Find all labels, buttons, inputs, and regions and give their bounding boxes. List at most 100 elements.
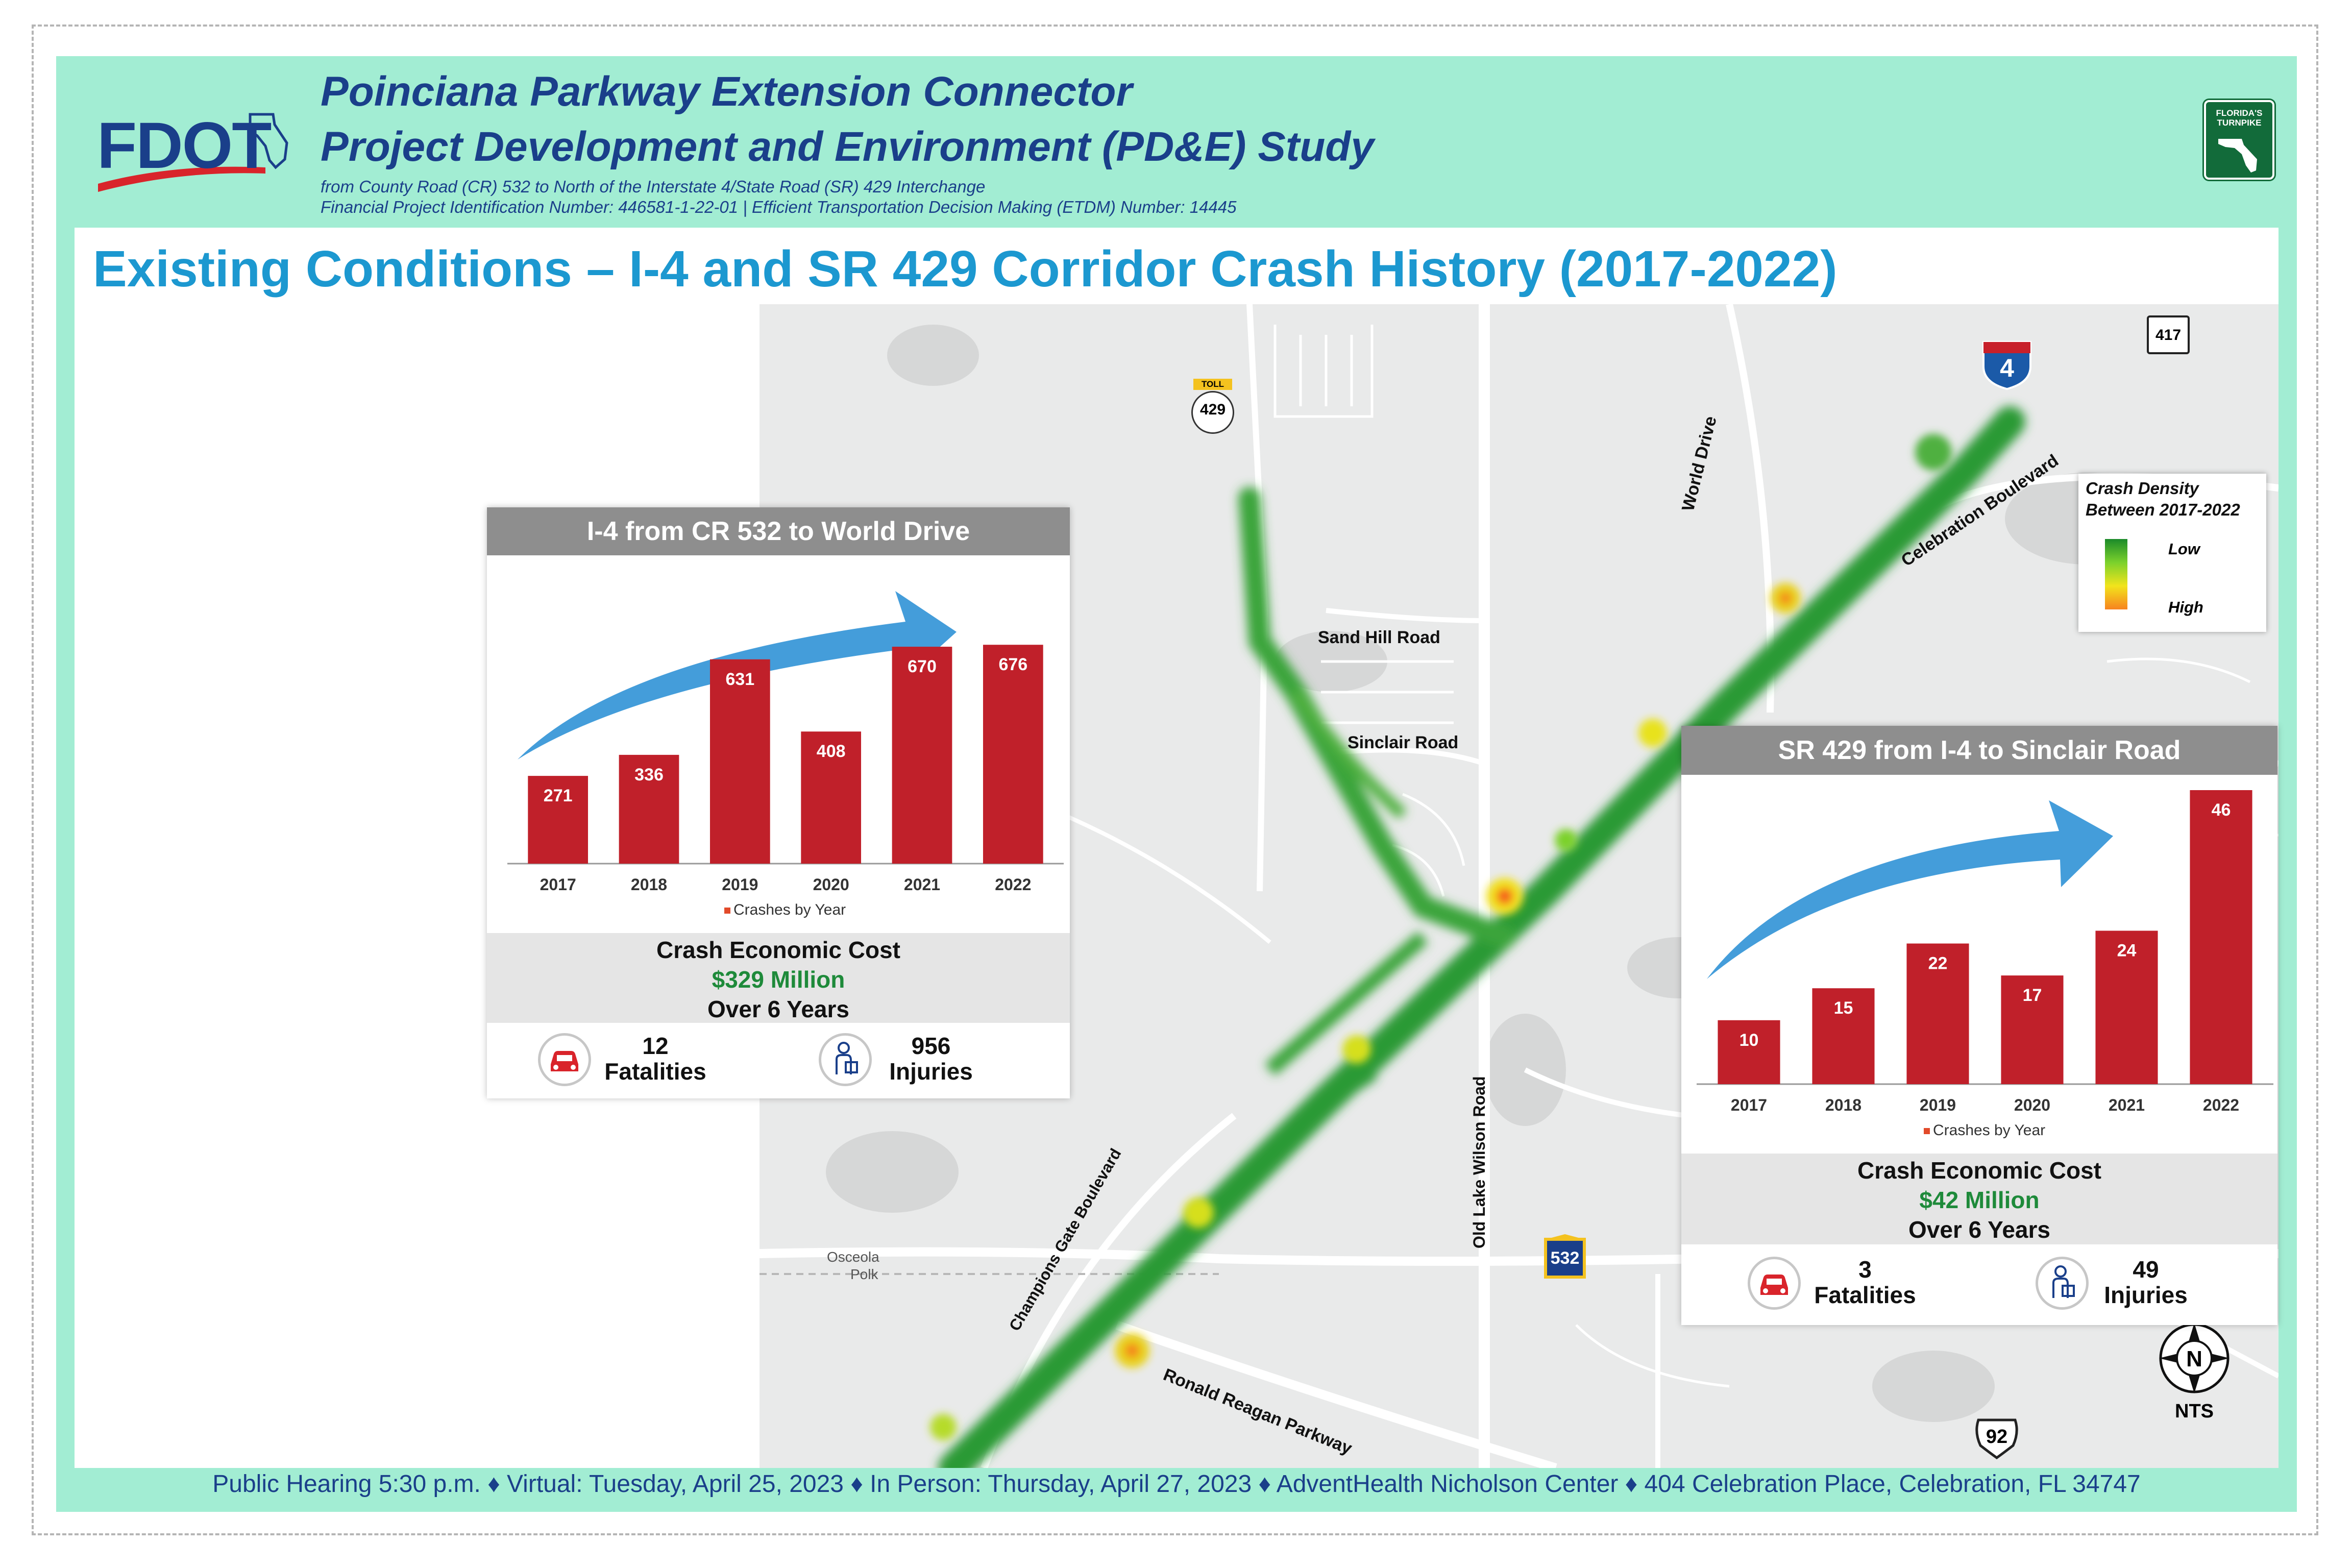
i4-bar-label-2018: 336 <box>634 765 664 785</box>
sr429-bar-label-2018: 15 <box>1834 998 1853 1018</box>
i4-bar-label-2022: 676 <box>998 655 1027 674</box>
i4-bar-2018 <box>619 754 679 864</box>
i4-tick-label-2019: 2019 <box>722 875 758 894</box>
sr429-toll-tag: TOLL <box>1193 379 1232 390</box>
project-numbers: Financial Project Identification Number:… <box>321 198 1237 216</box>
i4-legend-swatch <box>724 908 730 914</box>
sr429-panel-title: SR 429 from I-4 to Sinclair Road <box>1681 726 2277 775</box>
sr429-fatalities-value: 3 <box>1858 1256 1872 1283</box>
sr417-shield: 417 <box>2147 315 2190 354</box>
study-title: Project Development and Environment (PD&… <box>321 124 1374 170</box>
sr429-injuries-label: Injuries <box>2104 1282 2188 1308</box>
sr429-crashes-chart: 10 2017 15 2018 22 2019 17 2020 24 2021 46 2022 Cras… <box>1697 790 2273 1139</box>
i4-cost-box: Crash Economic Cost $329 Million Over 6 … <box>487 933 1070 1023</box>
crash-hotspots <box>930 434 1952 1440</box>
sr429-bar-2020 <box>2001 975 2064 1084</box>
sr429-tick-label-2018: 2018 <box>1825 1096 1861 1114</box>
injured-person-icon <box>819 1033 872 1086</box>
us92-shield-number: 92 <box>1986 1426 2008 1448</box>
sr429-fatalities-label: Fatalities <box>1814 1282 1916 1308</box>
florida-icon <box>2218 139 2257 173</box>
sr429-legend-label: Crashes by Year <box>1933 1122 2045 1139</box>
i4-bar-2020 <box>801 731 862 864</box>
legend-color-ramp <box>2105 539 2127 609</box>
sr429-cost-period: Over 6 Years <box>1908 1216 2050 1243</box>
label-polk: Polk <box>850 1266 878 1282</box>
i4-tick-label-2018: 2018 <box>631 875 667 894</box>
turnpike-logo-text: FLORIDA'S TURNPIKE <box>2216 108 2263 128</box>
fdot-logo-graphic <box>98 113 288 192</box>
i4-bar-label-2020: 408 <box>817 742 846 761</box>
turnpike-logo: FLORIDA'S TURNPIKE <box>2204 100 2274 180</box>
i4-tick-label-2017: 2017 <box>540 875 576 894</box>
sr429-bar-label-2017: 10 <box>1739 1031 1759 1050</box>
i4-stats-row: 12 Fatalities 956 Injuries <box>487 1023 1070 1098</box>
i4-bar-label-2021: 670 <box>908 657 937 676</box>
page-dashed-border <box>32 24 2318 1535</box>
sr429-toll-shield: TOLL 429 <box>1188 379 1237 435</box>
sr429-fatalities: 3 Fatalities <box>1814 1257 1916 1308</box>
sr429-legend-swatch <box>1924 1128 1930 1134</box>
sr429-bar-2017 <box>1718 1020 1780 1084</box>
label-osceola: Osceola <box>827 1249 879 1265</box>
sr429-cost-value: $42 Million <box>1919 1187 2040 1213</box>
i4-tick-label-2021: 2021 <box>904 875 940 894</box>
sr429-tick-label-2021: 2021 <box>2109 1096 2145 1114</box>
i4-tick-label-2022: 2022 <box>995 875 1031 894</box>
i4-cost-value: $329 Million <box>712 966 845 993</box>
sr429-tick-label-2022: 2022 <box>2203 1096 2239 1114</box>
project-title: Poinciana Parkway Extension Connector <box>321 68 1133 115</box>
crash-density-heat <box>938 406 2025 1468</box>
i4-shield-number: 4 <box>2000 354 2014 382</box>
sr417-shield-number: 417 <box>2155 327 2182 344</box>
fdot-logo-text: FDOT <box>97 109 272 182</box>
legend-title-line1: Crash Density <box>2086 479 2199 498</box>
i4-bar-label-2017: 271 <box>544 786 573 805</box>
i4-bar-2019 <box>709 659 770 864</box>
i4-fatalities-label: Fatalities <box>604 1058 706 1085</box>
i4-injuries-value: 956 <box>911 1033 951 1059</box>
sr429-bar-label-2022: 46 <box>2212 800 2231 820</box>
injured-person-icon <box>2036 1257 2089 1310</box>
sr429-trend-arrow <box>1707 800 2113 979</box>
i4-bar-2021 <box>892 647 952 864</box>
i4-panel-title: I-4 from CR 532 to World Drive <box>487 507 1070 555</box>
legend-title: Crash Density Between 2017-2022 <box>2086 478 2240 521</box>
page-title: Existing Conditions – I-4 and SR 429 Cor… <box>93 240 1837 298</box>
sr429-bar-label-2021: 24 <box>2117 941 2137 960</box>
cr532-shield-number: 532 <box>1550 1248 1580 1268</box>
i4-fatalities: 12 Fatalities <box>604 1033 706 1084</box>
i4-injuries-label: Injuries <box>889 1058 973 1085</box>
sr429-injuries-value: 49 <box>2133 1256 2159 1283</box>
sr429-bar-2018 <box>1812 988 1875 1084</box>
crash-density-legend: Crash Density Between 2017-2022 Low High <box>2078 474 2266 632</box>
i4-fatalities-value: 12 <box>642 1033 669 1059</box>
label-sinclair-road: Sinclair Road <box>1348 733 1459 752</box>
sr429-bar-2022 <box>2190 790 2252 1084</box>
i4-injuries: 956 Injuries <box>875 1033 987 1084</box>
sr429-bar-label-2019: 22 <box>1928 954 1948 973</box>
nts-label: NTS <box>2175 1401 2214 1422</box>
i4-tick-label-2020: 2020 <box>813 875 849 894</box>
project-limits: from County Road (CR) 532 to North of th… <box>321 177 986 196</box>
cr532-shield: 532 <box>1544 1234 1586 1280</box>
sr429-stats-row: 3 Fatalities 49 Injuries <box>1681 1244 2277 1325</box>
us92-shield: 92 <box>1973 1417 2020 1460</box>
public-hearing-footer: Public Hearing 5:30 p.m. ♦ Virtual: Tues… <box>212 1471 2141 1498</box>
sr429-cost-label: Crash Economic Cost <box>1857 1157 2101 1184</box>
label-old-lake-wilson-road: Old Lake Wilson Road <box>1470 1076 1488 1248</box>
sr429-bar-2019 <box>1906 943 1969 1084</box>
north-arrow-letter: N <box>2186 1346 2202 1371</box>
i4-shield: 4 <box>1980 338 2033 391</box>
label-sand-hill-road: Sand Hill Road <box>1318 628 1440 647</box>
sr429-shield-number: 429 <box>1199 401 1226 418</box>
header-titles: Poinciana Parkway Extension Connector Pr… <box>321 66 1374 217</box>
legend-low: Low <box>2168 540 2200 558</box>
north-arrow: N NTS <box>2156 1320 2233 1422</box>
sr429-bar-label-2020: 17 <box>2023 986 2042 1005</box>
i4-crashes-chart: 271 2017 336 2018 631 2019 408 2020 670 2021 676 20… <box>507 591 1064 918</box>
sr429-tick-label-2019: 2019 <box>1920 1096 1956 1114</box>
i4-bar-2022 <box>983 645 1043 864</box>
i4-cost-period: Over 6 Years <box>707 996 849 1022</box>
sr429-tick-label-2017: 2017 <box>1731 1096 1767 1114</box>
